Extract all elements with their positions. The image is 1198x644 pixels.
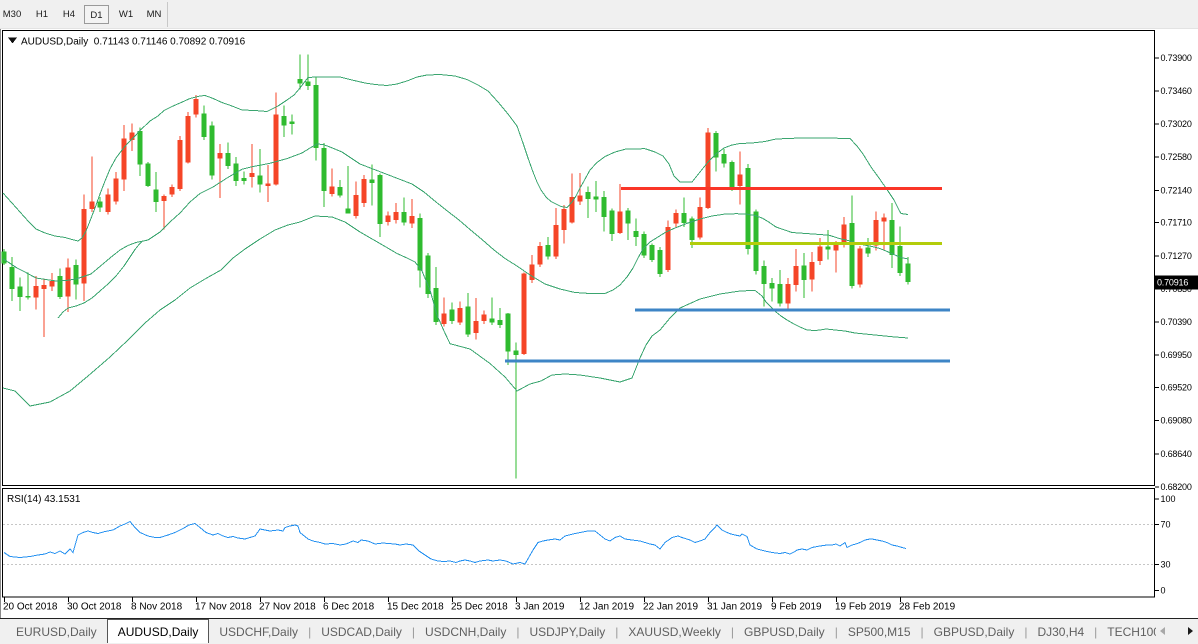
svg-text:RSI(14) 43.1531: RSI(14) 43.1531 <box>7 494 81 505</box>
svg-text:0.73020: 0.73020 <box>1161 119 1192 129</box>
svg-text:30: 30 <box>1161 560 1171 570</box>
svg-text:0.73900: 0.73900 <box>1161 53 1192 63</box>
svg-text:12 Jan 2019: 12 Jan 2019 <box>579 602 634 613</box>
svg-text:30 Oct 2018: 30 Oct 2018 <box>67 602 122 613</box>
svg-text:25 Dec 2018: 25 Dec 2018 <box>451 602 508 613</box>
svg-text:0: 0 <box>1161 586 1166 596</box>
svg-text:0.72140: 0.72140 <box>1161 185 1192 195</box>
svg-text:0.70390: 0.70390 <box>1161 317 1192 327</box>
svg-text:6 Dec 2018: 6 Dec 2018 <box>323 602 375 613</box>
svg-text:100: 100 <box>1161 494 1176 504</box>
svg-text:0.73460: 0.73460 <box>1161 86 1192 96</box>
svg-text:17 Nov 2018: 17 Nov 2018 <box>195 602 252 613</box>
svg-text:0.69520: 0.69520 <box>1161 383 1192 393</box>
svg-text:0.69950: 0.69950 <box>1161 350 1192 360</box>
svg-text:9 Feb 2019: 9 Feb 2019 <box>771 602 822 613</box>
svg-text:70: 70 <box>1161 520 1171 530</box>
svg-text:19 Feb 2019: 19 Feb 2019 <box>835 602 892 613</box>
svg-text:3 Jan 2019: 3 Jan 2019 <box>515 602 565 613</box>
svg-text:20 Oct 2018: 20 Oct 2018 <box>3 602 58 613</box>
svg-text:0.69080: 0.69080 <box>1161 416 1192 426</box>
svg-text:28 Feb 2019: 28 Feb 2019 <box>899 602 956 613</box>
svg-text:8 Nov 2018: 8 Nov 2018 <box>131 602 183 613</box>
svg-text:31 Jan 2019: 31 Jan 2019 <box>707 602 762 613</box>
svg-text:27 Nov 2018: 27 Nov 2018 <box>259 602 316 613</box>
svg-text:AUDUSD,Daily 0.71143 0.71146: AUDUSD,Daily 0.71143 0.71146 0.70892 0.7… <box>21 37 246 48</box>
svg-text:0.68640: 0.68640 <box>1161 449 1192 459</box>
svg-text:15 Dec 2018: 15 Dec 2018 <box>387 602 444 613</box>
svg-text:0.68200: 0.68200 <box>1161 482 1192 492</box>
svg-text:0.72580: 0.72580 <box>1161 152 1192 162</box>
svg-text:0.70916: 0.70916 <box>1157 278 1188 288</box>
svg-text:0.71710: 0.71710 <box>1161 218 1192 228</box>
svg-text:0.71270: 0.71270 <box>1161 251 1192 261</box>
svg-text:22 Jan 2019: 22 Jan 2019 <box>643 602 698 613</box>
